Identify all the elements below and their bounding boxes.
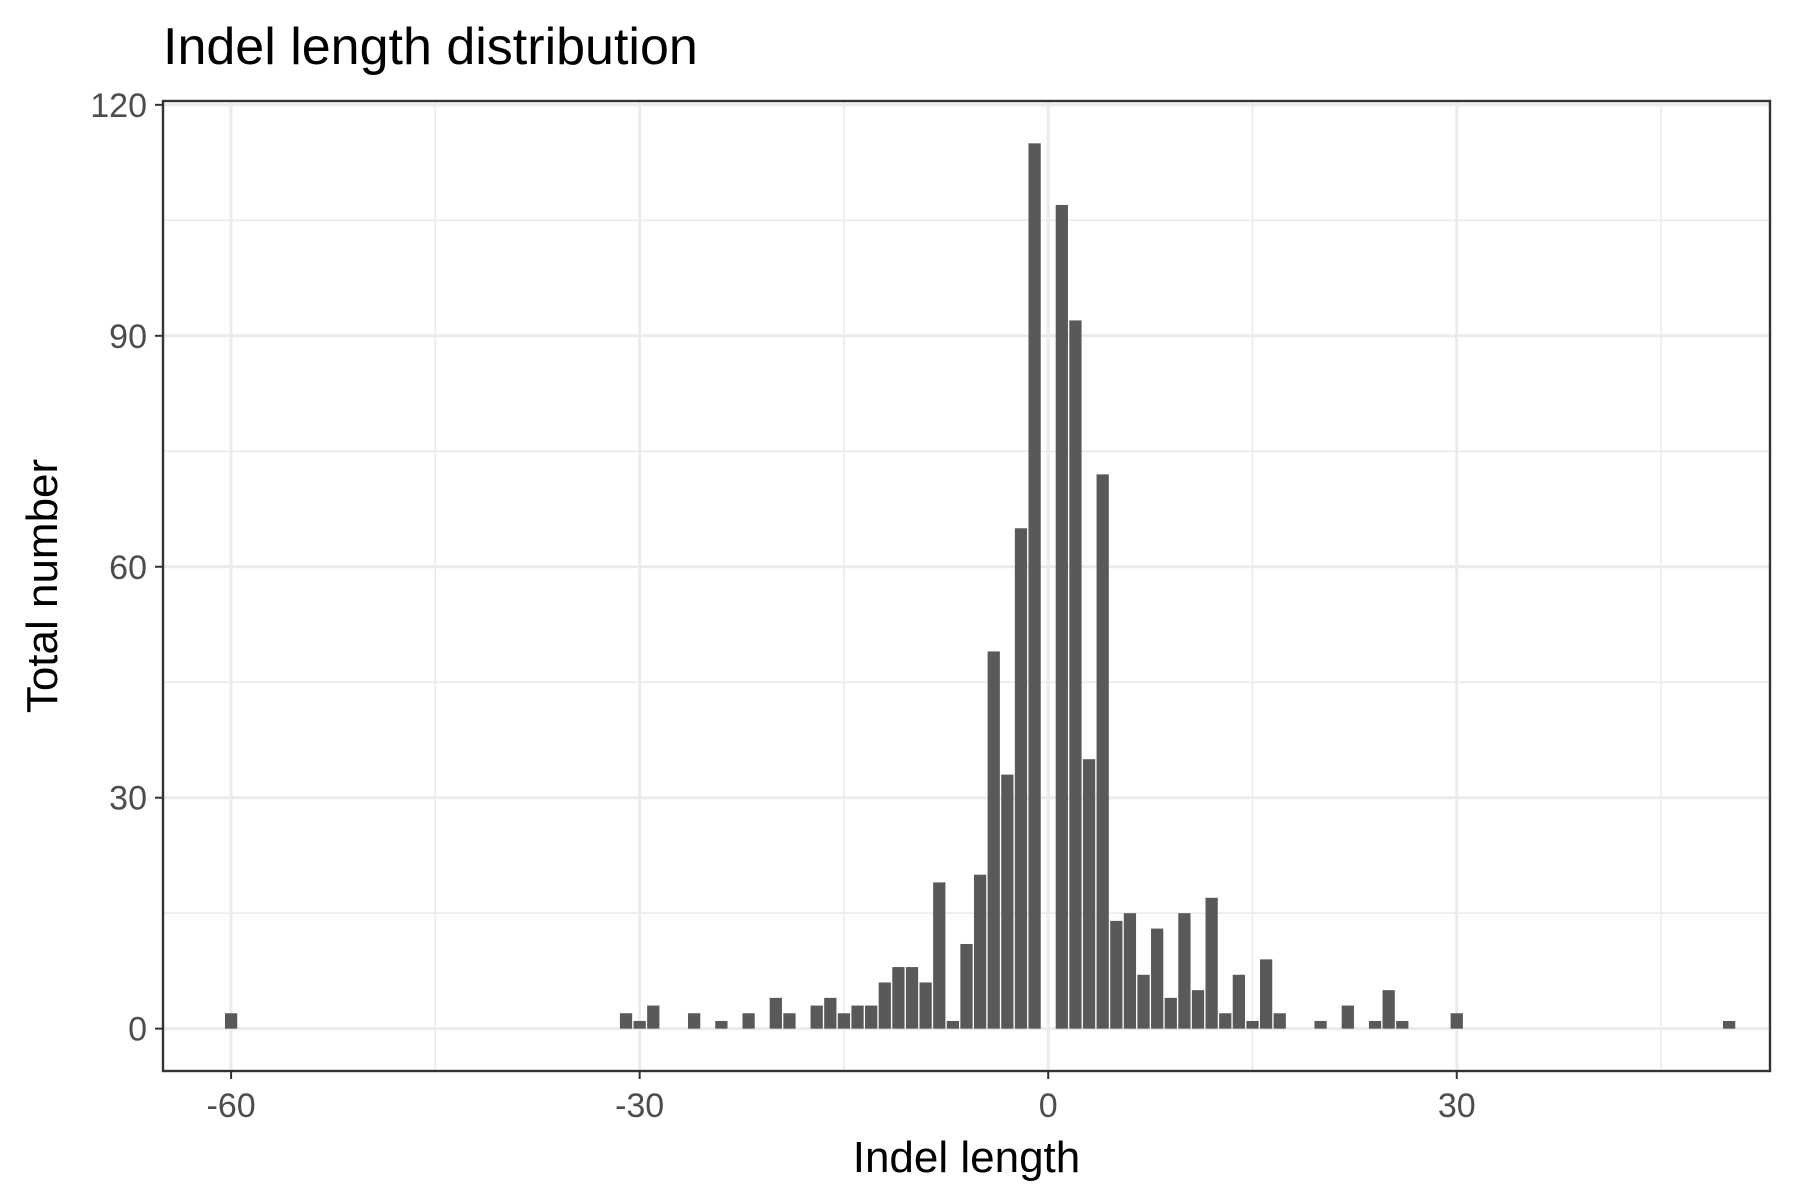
- panel-border: [161, 99, 1772, 1073]
- bar: [1055, 204, 1068, 1029]
- bar: [1191, 990, 1205, 1029]
- bar: [715, 1020, 728, 1029]
- bar: [1314, 1020, 1327, 1029]
- bar: [960, 943, 973, 1029]
- y-tick-label: 90: [109, 318, 147, 356]
- bar: [810, 1005, 823, 1029]
- bar: [1069, 320, 1082, 1029]
- bar: [619, 1013, 633, 1029]
- bar: [973, 874, 987, 1029]
- bar: [1450, 1013, 1463, 1029]
- bar: [1396, 1020, 1409, 1029]
- bar: [1137, 974, 1150, 1029]
- tick-layer: -60 -30 0 30 0 30 60 90 120: [90, 87, 1475, 1125]
- bar: [742, 1013, 755, 1029]
- bar: [1164, 997, 1177, 1029]
- x-tick-label: 0: [1039, 1087, 1058, 1125]
- bar: [1232, 974, 1246, 1029]
- bar: [905, 967, 919, 1029]
- bar: [824, 997, 837, 1029]
- bar: [837, 1013, 851, 1029]
- grid-layer: [163, 101, 1770, 1071]
- bar: [1096, 474, 1109, 1029]
- y-axis-title: Total number: [18, 459, 67, 713]
- x-tick-label: -30: [615, 1087, 664, 1125]
- bar: [1082, 759, 1096, 1029]
- bar: [1205, 897, 1218, 1029]
- bar: [1110, 920, 1123, 1029]
- x-tick-label: -60: [207, 1087, 256, 1125]
- bar: [851, 1005, 864, 1029]
- bar: [919, 982, 932, 1029]
- chart-title: Indel length distribution: [163, 18, 698, 76]
- bar: [1341, 1005, 1354, 1029]
- bar: [1178, 913, 1191, 1029]
- bar: [224, 1013, 238, 1029]
- bar: [687, 1013, 701, 1029]
- bar: [865, 1005, 878, 1029]
- bar: [1001, 774, 1014, 1029]
- bar: [946, 1020, 960, 1029]
- bar: [987, 651, 1000, 1029]
- bar: [892, 967, 905, 1029]
- bar: [1368, 1020, 1382, 1029]
- bar: [769, 997, 782, 1029]
- bar: [1151, 928, 1164, 1029]
- bar: [783, 1013, 796, 1029]
- y-tick-label: 0: [128, 1011, 147, 1049]
- bar: [647, 1005, 660, 1029]
- bar-layer: [224, 143, 1736, 1029]
- bar: [1273, 1013, 1286, 1029]
- x-axis-title: Indel length: [853, 1133, 1081, 1182]
- bar: [1382, 990, 1395, 1029]
- bar: [1123, 913, 1137, 1029]
- y-tick-label: 60: [109, 549, 147, 587]
- bar: [1723, 1020, 1736, 1029]
- y-tick-label: 30: [109, 780, 147, 818]
- y-tick-label: 120: [90, 87, 147, 125]
- bar: [933, 882, 946, 1029]
- bar: [1014, 528, 1028, 1029]
- bar: [1028, 143, 1041, 1029]
- x-tick-label: 30: [1438, 1087, 1476, 1125]
- bar: [878, 982, 891, 1029]
- bar: [1219, 1013, 1232, 1029]
- bar: [633, 1020, 646, 1029]
- bar: [1259, 959, 1273, 1029]
- bar: [1246, 1020, 1259, 1029]
